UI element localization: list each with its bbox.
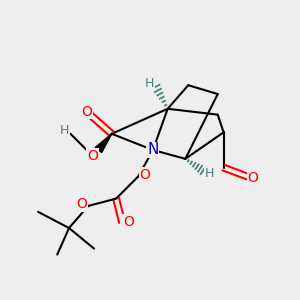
Text: N: N: [147, 142, 159, 158]
Text: O: O: [87, 149, 98, 163]
Text: H: H: [60, 124, 69, 137]
Text: O: O: [81, 105, 92, 119]
Text: O: O: [123, 215, 134, 229]
Text: O: O: [139, 168, 150, 182]
Text: O: O: [248, 171, 259, 185]
Text: O: O: [76, 197, 87, 212]
Polygon shape: [95, 134, 112, 153]
Text: H: H: [145, 77, 154, 90]
Text: H: H: [205, 167, 214, 180]
